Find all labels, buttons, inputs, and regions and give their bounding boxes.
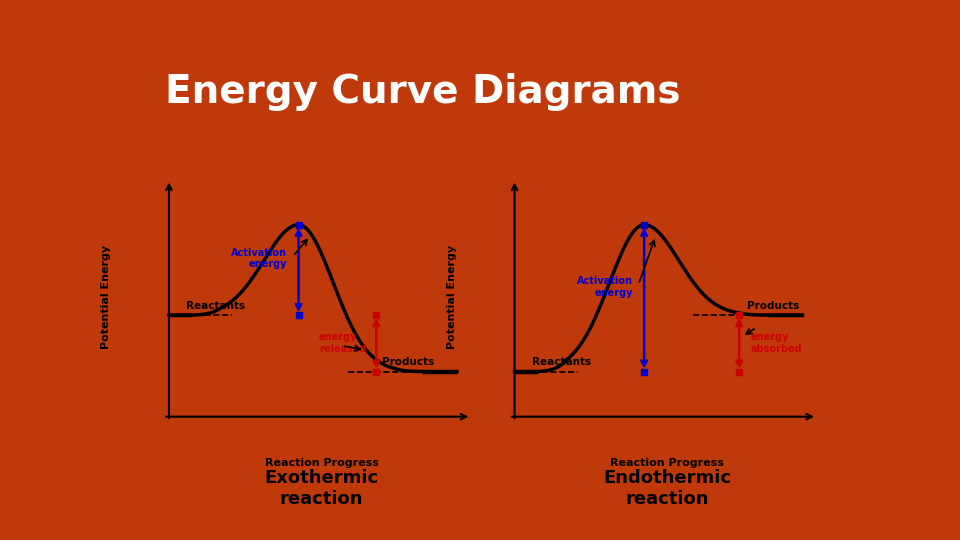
- Text: Products: Products: [382, 357, 434, 367]
- Text: Exothermic
reaction: Exothermic reaction: [265, 469, 378, 508]
- Text: Reactants: Reactants: [186, 301, 246, 310]
- Text: energy
released: energy released: [319, 333, 366, 354]
- Text: Activation
energy: Activation energy: [577, 276, 633, 298]
- Text: Energy Curve Diagrams: Energy Curve Diagrams: [165, 73, 680, 111]
- Text: Endothermic
reaction: Endothermic reaction: [603, 469, 732, 508]
- Text: energy
absorbed: energy absorbed: [751, 333, 803, 354]
- Text: Reaction Progress: Reaction Progress: [265, 458, 378, 469]
- Text: Reaction Progress: Reaction Progress: [611, 458, 724, 469]
- Text: Potential Energy: Potential Energy: [446, 245, 457, 349]
- Text: Reactants: Reactants: [532, 357, 591, 367]
- Text: Products: Products: [748, 301, 800, 310]
- Text: Activation
energy: Activation energy: [231, 248, 287, 269]
- Text: Potential Energy: Potential Energy: [101, 245, 111, 349]
